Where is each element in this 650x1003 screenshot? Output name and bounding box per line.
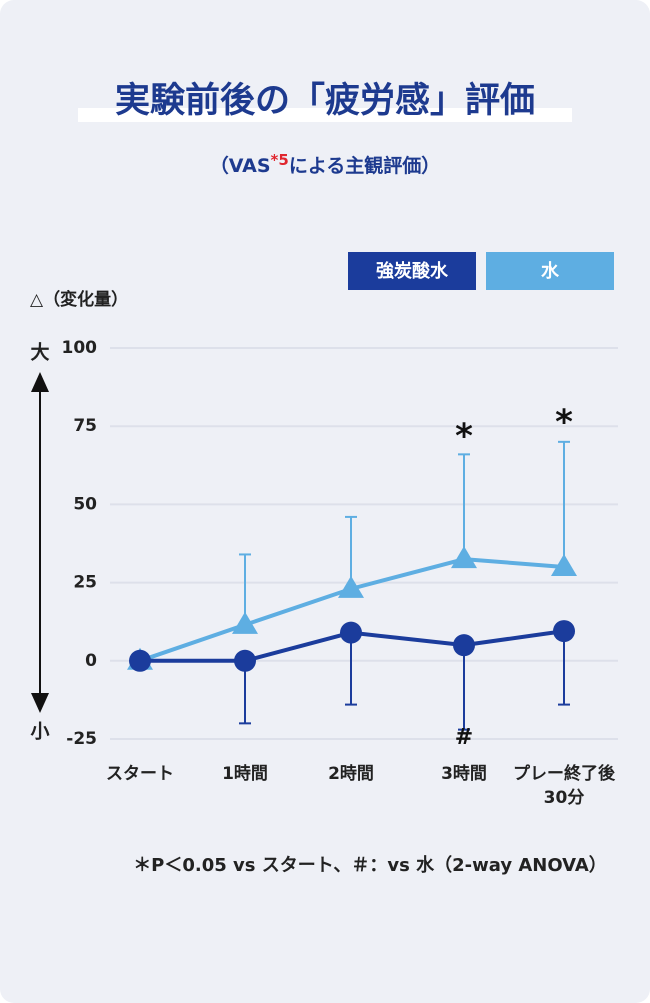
arrow-head [31,693,49,713]
subtitle-part: （VAS [210,154,271,177]
y-tick-label: 25 [73,573,97,593]
point [553,620,575,643]
subtitle: （VAS*5による主観評価） [210,151,441,177]
point [234,649,256,672]
y-end-label: 大 [30,341,49,364]
point [340,621,362,644]
chart-title: 実験前後の「疲労感」評価 [115,81,535,121]
legend-swatch [348,252,476,290]
y-tick-label: 75 [73,416,97,436]
significance-mark: # [455,725,473,750]
legend-label: 強炭酸水 [376,260,449,282]
y-tick-label: 0 [85,651,97,671]
subtitle-part: による主観評価） [289,154,440,177]
x-tick-label: 2時間 [328,764,374,784]
point [338,575,364,598]
footnote: ＊P＜0.05 vs スタート、＃：vs 水（2-way ANOVA） [133,854,607,876]
y-tick-label: 100 [62,338,98,358]
significance-mark: * [455,417,473,457]
point [551,553,577,576]
significance-mark: * [555,403,573,443]
x-tick-label: 1時間 [222,764,268,784]
y-tick-label: 50 [73,494,97,514]
x-tick-label: スタート [106,764,174,784]
legend-label: 水 [541,260,560,282]
y-axis-label: △（変化量） [30,289,128,310]
point [129,649,151,672]
point [453,634,475,657]
arrow-head [31,372,49,392]
point [451,546,477,569]
title-highlight [78,108,572,122]
y-end-label: 小 [30,721,49,743]
y-tick-label: -25 [66,729,97,749]
legend-swatch [486,252,614,290]
subtitle-footnote-ref: *5 [271,151,289,169]
point [232,611,258,634]
x-tick-label: 3時間 [441,764,487,784]
x-tick-label: プレー終了後 30分 [513,764,615,808]
